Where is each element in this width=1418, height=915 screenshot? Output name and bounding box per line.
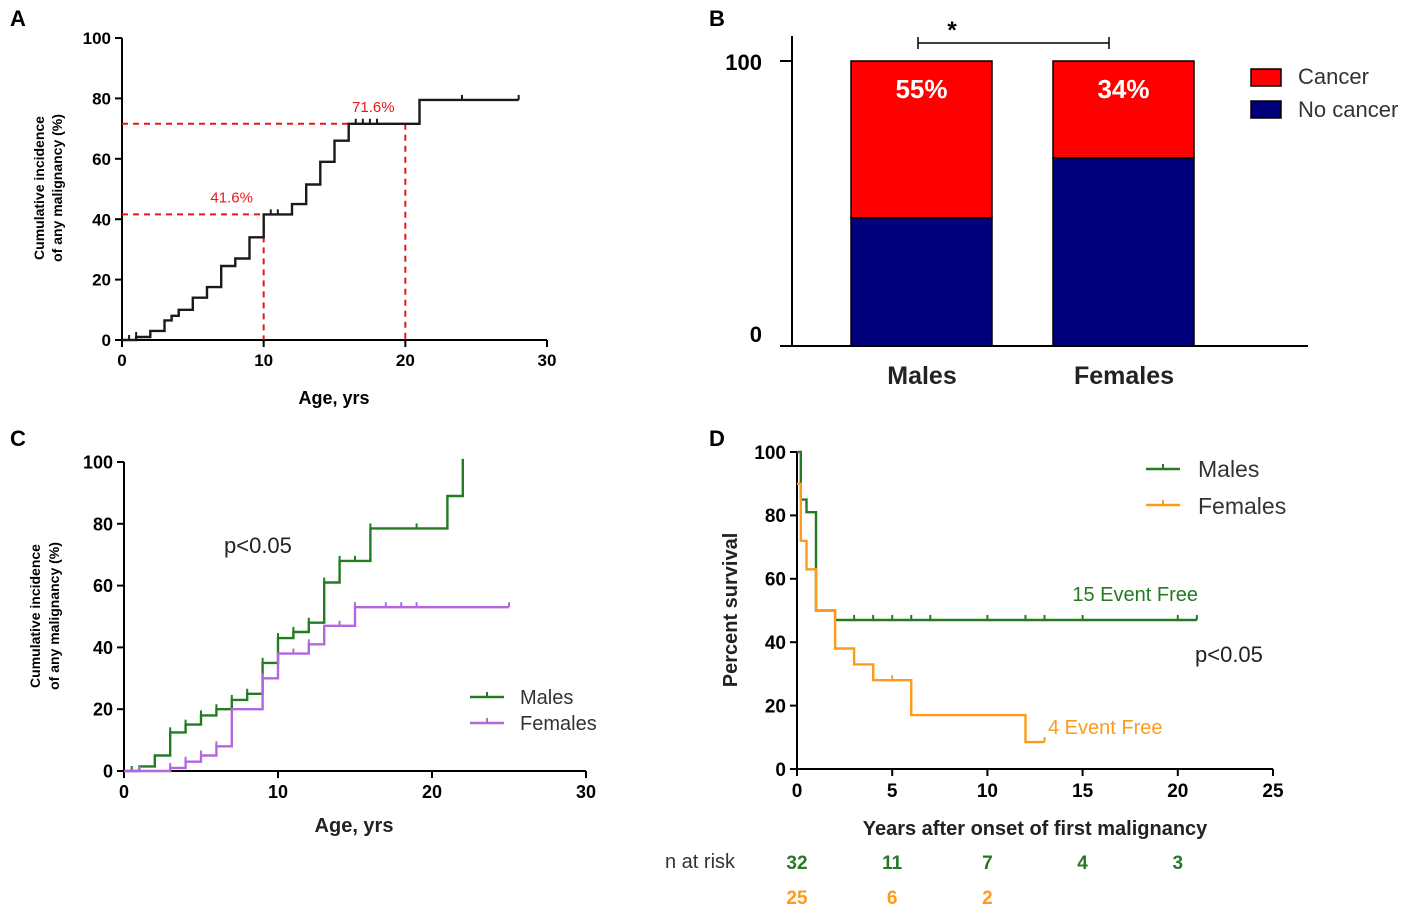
series-line-males — [124, 458, 464, 773]
y-tick-label: 40 — [765, 633, 786, 654]
y-tick-label: 60 — [765, 570, 786, 591]
x-tick-label: 20 — [396, 351, 415, 370]
y-tick-label: 80 — [93, 514, 113, 534]
y-tick-label: 20 — [92, 271, 111, 290]
panel-d: D 0 5 10 15 20 25 0 20 40 60 80 100 Years after ons… — [665, 426, 1286, 909]
x-axis-title: Age, yrs — [298, 388, 369, 408]
series-group — [124, 458, 510, 773]
legend-label-no-cancer: No cancer — [1298, 97, 1398, 122]
x-tick-label: 10 — [977, 781, 998, 802]
panel-label-c: C — [10, 426, 26, 451]
event-free-label-females: 4 Event Free — [1048, 717, 1163, 739]
x-tick-label: 15 — [1072, 781, 1094, 802]
axis-ticks: 0 10 20 30 0 20 40 60 80 100 — [83, 452, 596, 802]
y-tick-label: 40 — [93, 638, 113, 658]
legend-label-females: Females — [1198, 493, 1286, 519]
axis-ticks: 0 5 10 15 20 25 0 20 40 60 80 100 — [754, 443, 1284, 802]
y-axis-title-line2: of any malignancy (%) — [49, 114, 65, 262]
legend: Males Females — [470, 687, 597, 735]
y-tick-label: 0 — [775, 760, 786, 781]
legend: Cancer No cancer — [1250, 64, 1398, 122]
series-line-females — [124, 606, 509, 773]
data-label: 55% — [895, 74, 947, 104]
x-axis-title: Age, yrs — [315, 815, 394, 837]
p-value-annotation: p<0.05 — [224, 533, 292, 558]
risk-count-males: 3 — [1173, 853, 1184, 874]
x-tick-label: 30 — [538, 351, 557, 370]
y-tick-label: 60 — [92, 150, 111, 169]
legend-label-males: Males — [1198, 456, 1259, 482]
risk-count-females: 6 — [887, 888, 898, 909]
y-tick-label: 100 — [754, 443, 786, 464]
event-free-label-males: 15 Event Free — [1072, 584, 1198, 606]
x-tick-label: 10 — [268, 782, 288, 802]
y-tick-label: 100 — [83, 29, 111, 48]
y-tick-label: 40 — [92, 210, 111, 229]
x-tick-label: 5 — [887, 781, 898, 802]
x-tick-label: 30 — [576, 782, 596, 802]
y-tick-label: 100 — [83, 452, 113, 472]
legend-swatch-no-cancer — [1250, 100, 1282, 119]
risk-count-males: 7 — [982, 853, 993, 874]
panel-c: C 0 10 20 30 0 20 40 60 80 100 Age, yrs Cumulativ… — [10, 426, 597, 837]
series-line-all — [122, 98, 519, 342]
significance-star: * — [947, 17, 957, 44]
risk-table-label: n at risk — [665, 851, 736, 873]
reference-label: 71.6% — [352, 99, 395, 116]
y-tick-label: 80 — [765, 506, 786, 527]
reference-lines: 41.6% 71.6% — [122, 99, 407, 340]
risk-table: 32 11 7 4 3 25 6 2 — [786, 853, 1183, 909]
risk-count-males: 32 — [786, 853, 807, 874]
y-tick-label: 0 — [750, 322, 762, 347]
x-tick-label: 25 — [1262, 781, 1284, 802]
panel-b: B 100 0 55% 34% * Males Females Cancer No… — [709, 6, 1398, 390]
reference-label: 41.6% — [210, 189, 253, 206]
legend: Males Females — [1146, 456, 1286, 519]
panel-label-d: D — [709, 426, 725, 451]
y-tick-label: 0 — [102, 331, 111, 350]
series-line-females — [797, 482, 1045, 744]
y-axis-title-line1: Cumulative incidence — [31, 116, 47, 260]
y-tick-label: 100 — [725, 50, 762, 75]
bar-females-no-cancer — [1052, 157, 1195, 347]
y-tick-label: 60 — [93, 576, 113, 596]
y-axis-title-line1: Cumulative incidence — [27, 544, 43, 688]
data-label: 34% — [1097, 74, 1149, 104]
bars-group: 55% 34% — [850, 60, 1195, 347]
risk-count-males: 11 — [882, 853, 903, 874]
axis-ticks: 0 10 20 30 0 20 40 60 80 100 — [83, 29, 557, 370]
y-tick-label: 0 — [103, 761, 113, 781]
legend-label-males: Males — [520, 687, 573, 709]
panel-label-a: A — [10, 6, 26, 31]
risk-count-males: 4 — [1077, 853, 1088, 874]
panel-label-b: B — [709, 6, 725, 31]
x-tick-label: 0 — [117, 351, 126, 370]
legend-label-cancer: Cancer — [1298, 64, 1369, 89]
y-tick-label: 20 — [765, 696, 786, 717]
x-tick-label: 20 — [422, 782, 442, 802]
category-label-males: Males — [887, 362, 956, 390]
y-axis-title-line2: of any malignancy (%) — [46, 542, 62, 690]
bar-females-cancer — [1052, 60, 1195, 159]
risk-count-females: 25 — [786, 888, 808, 909]
category-label-females: Females — [1074, 362, 1174, 390]
x-tick-label: 10 — [254, 351, 273, 370]
x-tick-label: 0 — [792, 781, 803, 802]
y-tick-label: 80 — [92, 90, 111, 109]
legend-label-females: Females — [520, 713, 597, 735]
x-axis-title: Years after onset of first malignancy — [863, 818, 1208, 840]
series-group — [122, 94, 520, 342]
panel-a: A 0 10 20 30 0 20 40 60 80 100 41.6% 71.6% Age, yr… — [10, 6, 556, 408]
x-tick-label: 0 — [119, 782, 129, 802]
p-value-annotation: p<0.05 — [1195, 642, 1263, 667]
bar-males-cancer — [850, 60, 993, 219]
x-tick-label: 20 — [1167, 781, 1188, 802]
series-group — [797, 450, 1198, 744]
y-axis-title: Percent survival — [720, 533, 742, 688]
y-tick-label: 20 — [93, 700, 113, 720]
risk-count-females: 2 — [982, 888, 993, 909]
bar-males-no-cancer — [850, 217, 993, 347]
legend-swatch-cancer — [1250, 68, 1282, 87]
